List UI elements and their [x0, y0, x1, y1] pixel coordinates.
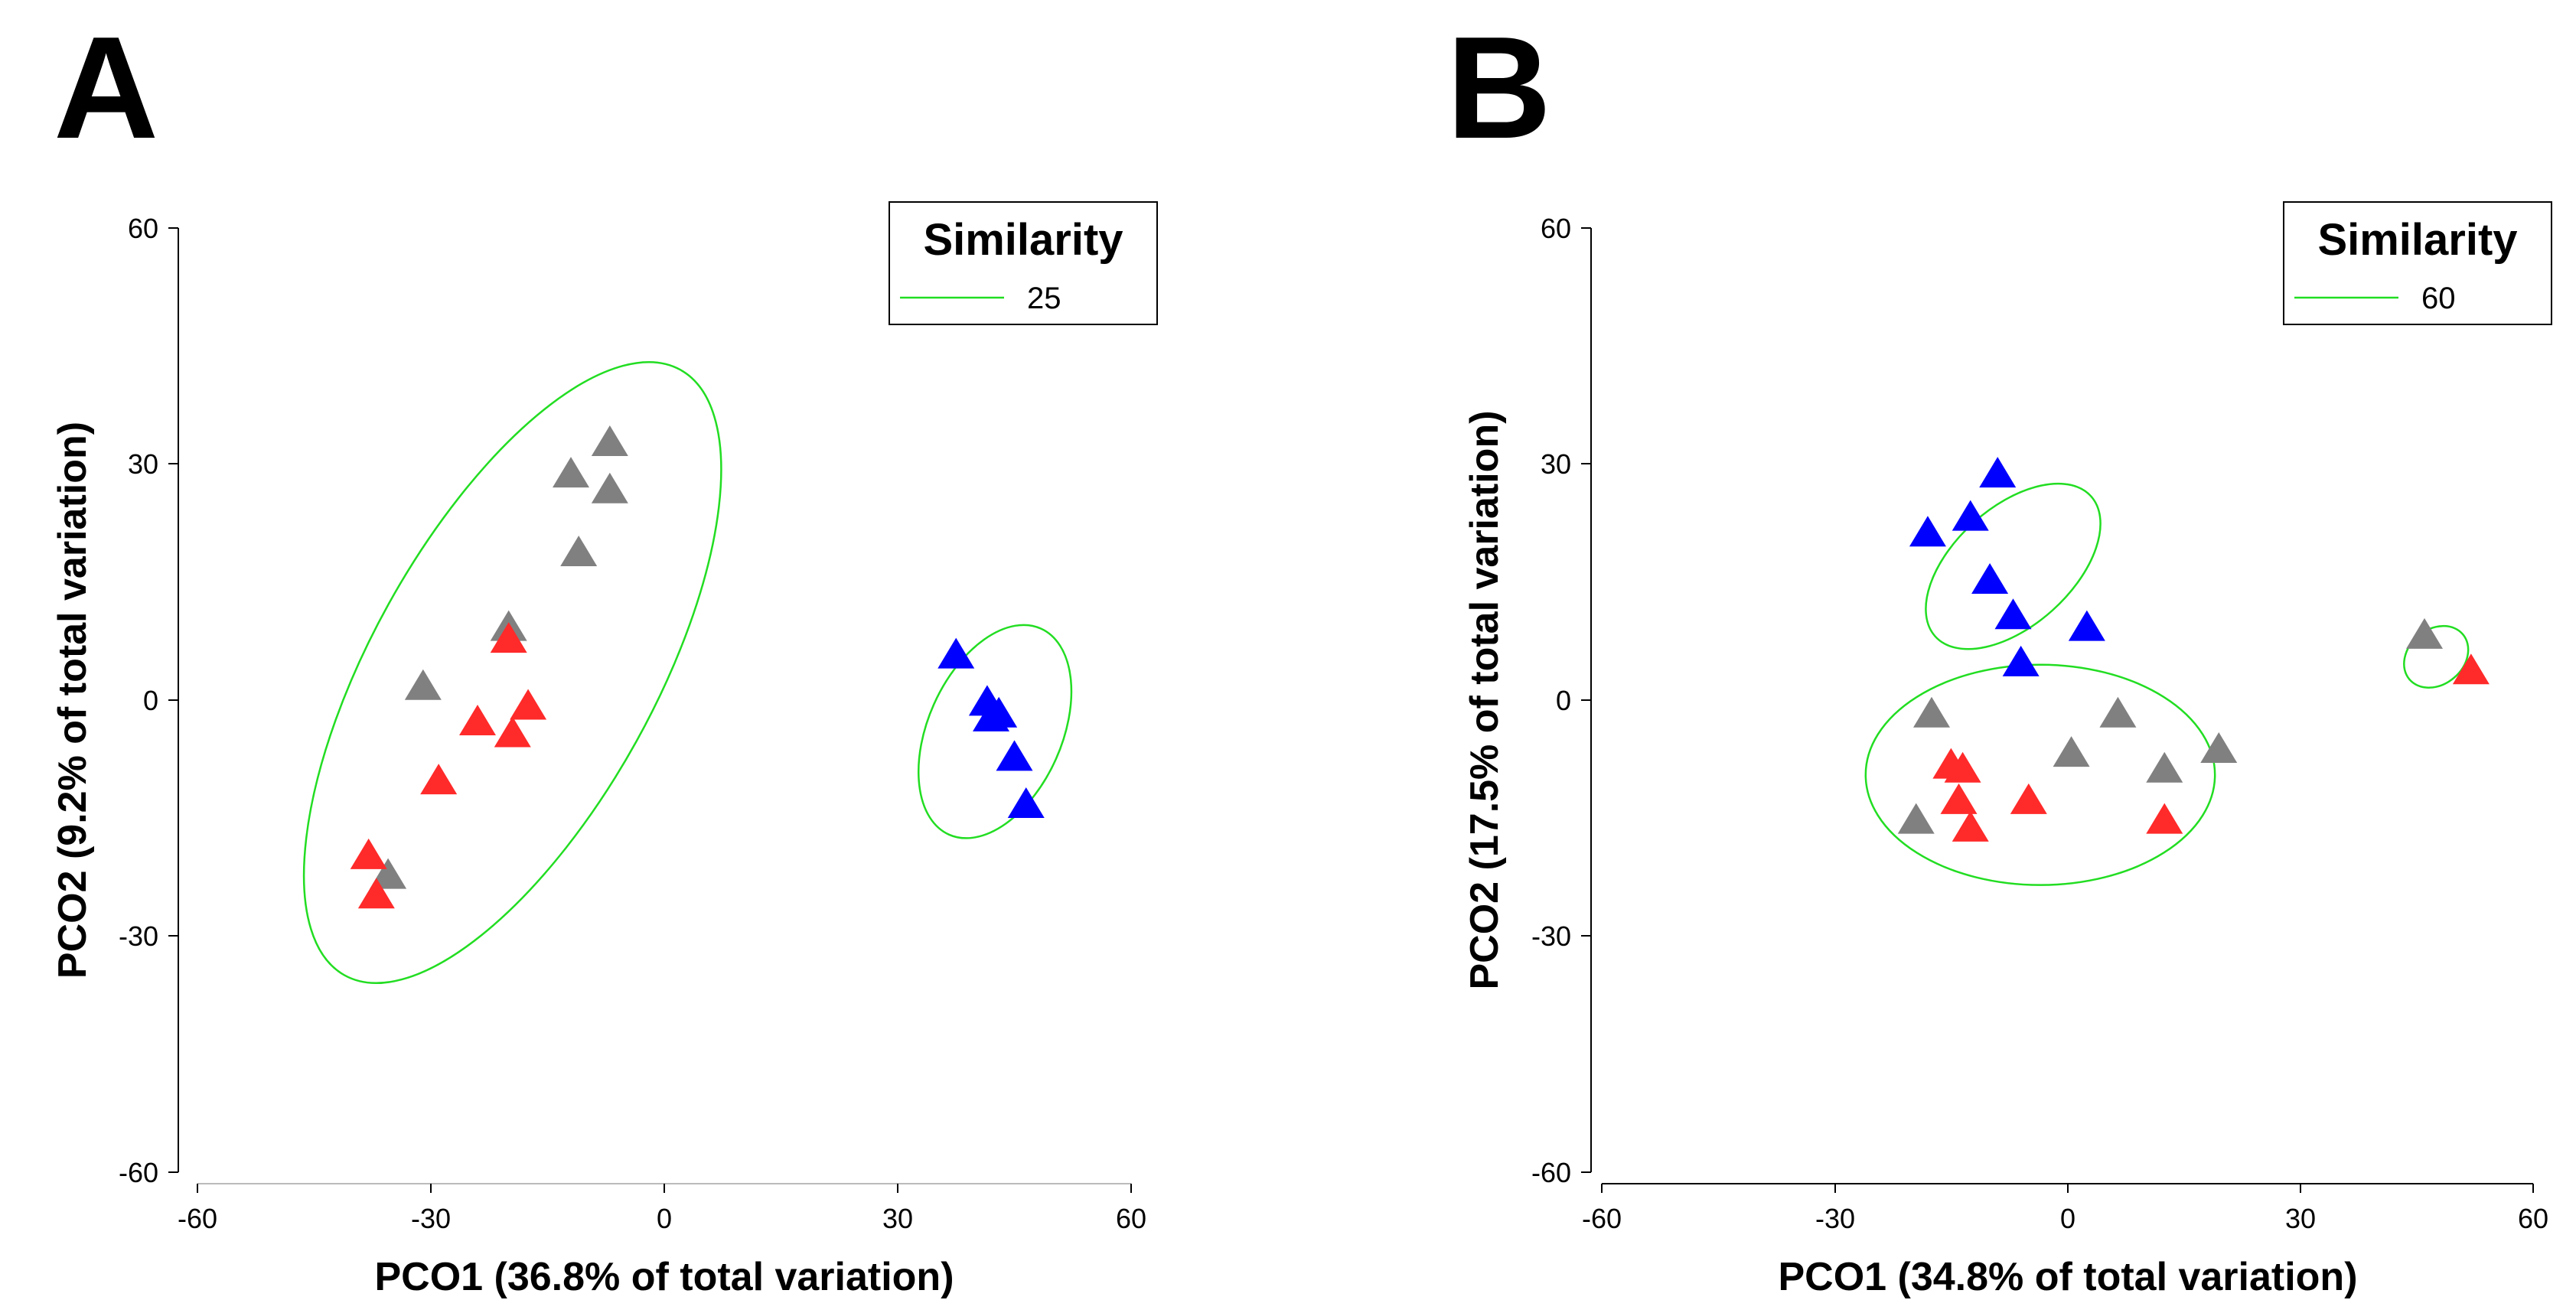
- data-points: [350, 425, 1045, 909]
- cluster-ellipse: [2403, 624, 2470, 689]
- blue-point: [996, 740, 1033, 771]
- red-point: [494, 716, 531, 748]
- blue-point: [1909, 516, 1946, 547]
- y-tick-label: 60: [128, 213, 158, 244]
- red-point: [2010, 783, 2047, 814]
- data-points: [1897, 457, 2490, 842]
- y-tick-label: -60: [1531, 1157, 1571, 1188]
- y-ticks: 60 30 0 -30 -60: [1531, 213, 1591, 1188]
- gray-point: [560, 535, 598, 566]
- gray-point: [2406, 617, 2444, 649]
- y-tick-label: 30: [128, 448, 158, 480]
- x-tick-label: -60: [178, 1203, 217, 1234]
- y-tick-label: 0: [143, 685, 158, 716]
- cluster-ellipse: [917, 624, 1073, 839]
- gray-point: [370, 858, 407, 889]
- gray-point: [2099, 696, 2137, 728]
- cluster-ellipse: [1864, 663, 2216, 886]
- x-tick-label: 60: [2518, 1203, 2548, 1234]
- y-tick-label: 60: [1541, 213, 1571, 244]
- red-point: [350, 838, 387, 869]
- red-point: [510, 689, 547, 720]
- x-ticks: -60 -30 0 30 60: [1582, 1184, 2548, 1234]
- red-point: [1952, 810, 1989, 842]
- red-point: [2452, 653, 2490, 685]
- gray-point: [404, 669, 442, 700]
- x-tick-label: 0: [2060, 1203, 2075, 1234]
- gray-point: [553, 457, 589, 488]
- blue-point: [1007, 787, 1045, 819]
- y-axis-title: PCO2 (17.5% of total variation): [1462, 410, 1507, 989]
- legend-title: Similarity: [923, 215, 1123, 265]
- red-point: [357, 878, 395, 909]
- red-point: [1940, 783, 1978, 814]
- y-ticks: 60 30 0 -30 -60: [119, 213, 178, 1188]
- x-tick-label: -30: [1815, 1203, 1855, 1234]
- panel-b: B -60 -30 0 30 60 60 30 0 -30: [1446, 7, 2552, 1299]
- blue-point: [2002, 645, 2040, 676]
- blue-point: [1952, 500, 1989, 531]
- legend-box: [889, 201, 1158, 325]
- y-axis-title: PCO2 (9.2% of total variation): [51, 422, 95, 979]
- gray-point: [1897, 803, 1935, 834]
- x-tick-label: 60: [1116, 1203, 1146, 1234]
- red-point: [420, 764, 458, 795]
- y-tick-label: -30: [119, 920, 158, 952]
- gray-point: [591, 472, 628, 503]
- blue-point: [2068, 610, 2105, 641]
- cluster-ellipses: [302, 361, 1073, 984]
- legend: Similarity 60: [2283, 201, 2552, 325]
- legend-value: 60: [2421, 282, 2456, 315]
- x-tick-label: -60: [1582, 1203, 1622, 1234]
- x-axis-title: PCO1 (36.8% of total variation): [374, 1255, 954, 1299]
- y-tick-label: 0: [1556, 685, 1571, 716]
- blue-point: [1979, 457, 2017, 488]
- red-point: [490, 622, 527, 653]
- x-tick-label: 30: [2285, 1203, 2316, 1234]
- y-tick-label: -60: [119, 1157, 158, 1188]
- panel-label: A: [54, 7, 158, 169]
- y-tick-label: 30: [1541, 448, 1571, 480]
- y-tick-label: -30: [1531, 920, 1571, 952]
- blue-point: [980, 696, 1018, 728]
- red-point: [2146, 803, 2183, 834]
- blue-point: [1994, 598, 2032, 630]
- gray-point: [2200, 732, 2238, 764]
- gray-point: [2053, 736, 2090, 767]
- x-tick-label: -30: [411, 1203, 451, 1234]
- blue-point: [1971, 562, 2009, 594]
- blue-point: [937, 637, 975, 669]
- x-ticks: -60 -30 0 30 60: [178, 1184, 1146, 1234]
- x-tick-label: 30: [882, 1203, 913, 1234]
- red-point: [459, 705, 496, 736]
- x-axis-title: PCO1 (34.8% of total variation): [1778, 1255, 2357, 1299]
- gray-point: [2146, 751, 2183, 783]
- cluster-ellipse: [302, 361, 722, 984]
- x-tick-label: 0: [657, 1203, 672, 1234]
- gray-point: [1913, 696, 1951, 728]
- gray-point: [591, 425, 628, 456]
- panel-label: B: [1446, 7, 1551, 169]
- red-point: [1944, 751, 1981, 783]
- panel-a: A -60 -30 0 30 60 60 30 0 -30: [51, 7, 1158, 1299]
- legend: Similarity 25: [889, 201, 1158, 325]
- legend-box: [2283, 201, 2552, 325]
- legend-value: 25: [1027, 282, 1061, 315]
- legend-title: Similarity: [2317, 215, 2517, 265]
